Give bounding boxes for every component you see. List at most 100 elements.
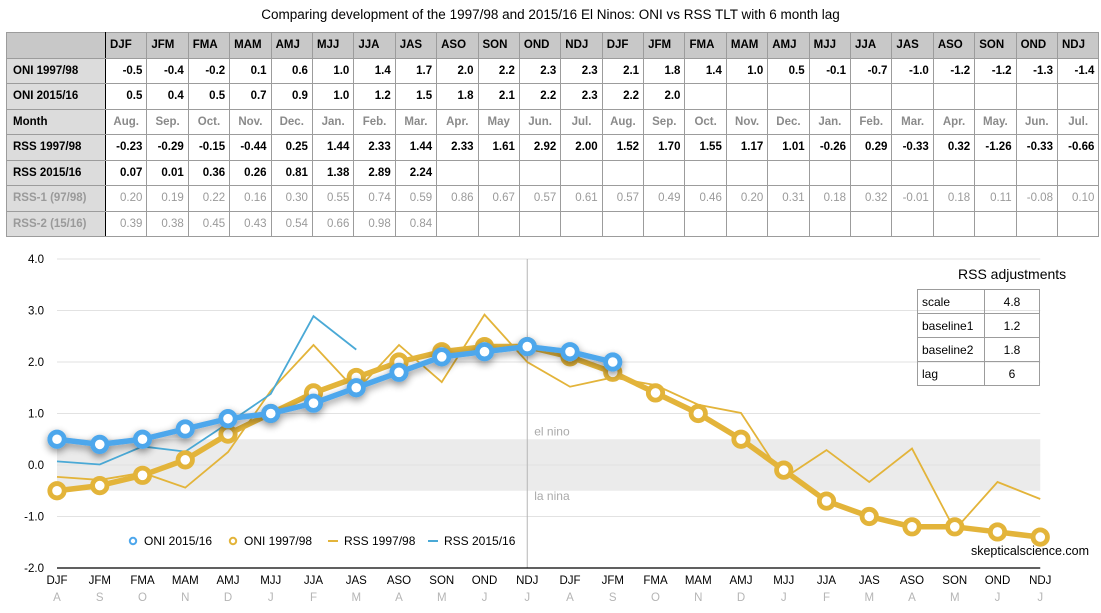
x-tick-month-label: J [1037, 592, 1043, 604]
table-cell: 1.4 [684, 57, 727, 84]
x-tick-label: MAM [685, 575, 712, 587]
table-cell: 0.84 [394, 210, 438, 237]
data-point-oni-2015-16 [261, 403, 281, 424]
x-tick-label: ASO [900, 575, 924, 587]
y-tick-label: -1.0 [24, 512, 44, 524]
data-point-oni-2015-16 [132, 429, 153, 449]
table-cell: 0.20 [725, 185, 769, 212]
table-cell: Aug. [104, 108, 148, 135]
data-point-oni-2015-16 [560, 342, 580, 362]
x-tick-month-label: J [781, 592, 787, 604]
series-line-rss-2015-16 [56, 314, 357, 466]
table-cell: -0.7 [850, 57, 893, 84]
adjustment-row: scale 4.8 [917, 289, 1040, 314]
table-cell: Mar. [891, 108, 934, 135]
table-cell [518, 210, 562, 237]
table-cell: 0.32 [850, 185, 893, 212]
column-header: NDJ [560, 32, 603, 59]
x-tick-month-label: F [310, 592, 317, 604]
table-cell: Sep. [146, 108, 189, 135]
table-cell [1056, 83, 1100, 110]
x-tick-label: MJJ [260, 575, 281, 587]
x-tick-month-label: M [950, 592, 960, 604]
table-cell: 0.31 [767, 185, 810, 212]
table-cell [436, 159, 479, 186]
table-cell [974, 159, 1017, 186]
x-tick-label: NDJ [1029, 575, 1051, 587]
source-annotation: skepticalscience.com [971, 544, 1089, 558]
table-row: Month Aug. Sep. Oct. Nov. Dec. Jan. Feb. Mar. Apr… [6, 108, 1100, 135]
data-point-oni-1997-98 [731, 429, 751, 449]
data-point-oni-1997-98 [816, 491, 837, 511]
table-cell: 0.29 [850, 134, 893, 161]
legend-label: ONI 1997/98 [244, 534, 312, 548]
table-cell: Mar. [394, 108, 438, 135]
column-header: MJJ [808, 32, 852, 59]
row-header: RSS-2 (15/16) [6, 210, 106, 237]
column-header: JFM [643, 32, 686, 59]
adjustment-key: baseline1 [917, 313, 985, 338]
table-cell: Nov. [229, 108, 272, 135]
table-cell [725, 210, 769, 237]
table-cell [932, 210, 976, 237]
table-cell: 0.26 [229, 159, 272, 186]
table-cell: 2.0 [643, 83, 686, 110]
data-point-oni-1997-98 [902, 517, 922, 537]
row-header: RSS 2015/16 [6, 159, 106, 186]
table-cell: 1.5 [394, 83, 438, 110]
y-tick-label: 4.0 [28, 254, 44, 266]
table-cell: -1.26 [974, 134, 1017, 161]
data-point-oni-2015-16 [218, 409, 238, 429]
table-cell: 1.61 [477, 134, 520, 161]
chart-title: Comparing development of the 1997/98 and… [261, 7, 840, 22]
adjustment-row: lag 6 [917, 361, 1040, 386]
x-tick-month-label: O [138, 592, 147, 604]
x-tick-label: JJA [817, 575, 837, 587]
column-header: OND [518, 32, 562, 59]
table-cell: 0.32 [932, 134, 976, 161]
table-cell: 0.5 [767, 57, 810, 84]
adjustment-value: 6 [984, 361, 1040, 386]
table-cell: 1.01 [767, 134, 810, 161]
column-header: AMJ [767, 32, 810, 59]
table-cell: 1.8 [436, 83, 479, 110]
table-cell [725, 83, 769, 110]
column-header: OND [1015, 32, 1058, 59]
x-tick-month-label: O [651, 592, 660, 604]
table-cell: -0.66 [1056, 134, 1100, 161]
column-header: MAM [229, 32, 272, 59]
x-tick-month-label: A [908, 592, 916, 604]
x-tick-month-label: S [609, 592, 617, 604]
table-cell: 0.61 [560, 185, 603, 212]
data-point-oni-1997-98 [945, 517, 965, 537]
table-cell: 1.52 [601, 134, 645, 161]
table-cell: -1.0 [891, 57, 934, 84]
x-tick-month-label: J [995, 592, 1001, 604]
data-point-oni-2015-16 [90, 434, 110, 454]
row-header: ONI 2015/16 [6, 83, 106, 110]
table-cell: 0.22 [187, 185, 231, 212]
y-tick-label: 3.0 [28, 306, 44, 318]
column-header: JAS [891, 32, 934, 59]
data-point-oni-2015-16 [474, 342, 495, 362]
table-cell [974, 210, 1017, 237]
column-header: JJA [850, 32, 893, 59]
x-tick-month-label: J [524, 592, 530, 604]
data-point-oni-1997-98 [645, 383, 666, 403]
adjustment-value: 1.8 [984, 337, 1040, 362]
table-cell: 0.9 [270, 83, 313, 110]
column-header: NDJ [1056, 32, 1100, 59]
column-header: ASO [436, 32, 479, 59]
table-cell: 0.39 [104, 210, 148, 237]
adjustment-key: baseline2 [917, 337, 985, 362]
column-header: JFM [146, 32, 189, 59]
table-row: RSS-1 (97/98) 0.20 0.19 0.22 0.16 0.30 0.55 0.7… [6, 185, 1100, 212]
table-cell: 1.0 [311, 83, 355, 110]
table-cell: -0.44 [229, 134, 272, 161]
table-cell: 0.25 [270, 134, 313, 161]
table-cell: 0.54 [270, 210, 313, 237]
data-point-oni-1997-98 [90, 476, 110, 496]
table-cell [767, 210, 810, 237]
rss-adjustments-table: scale 4.8 baseline1 1.2 baseline2 1.8 lag 6 [917, 289, 1040, 386]
table-cell: -0.2 [187, 57, 231, 84]
